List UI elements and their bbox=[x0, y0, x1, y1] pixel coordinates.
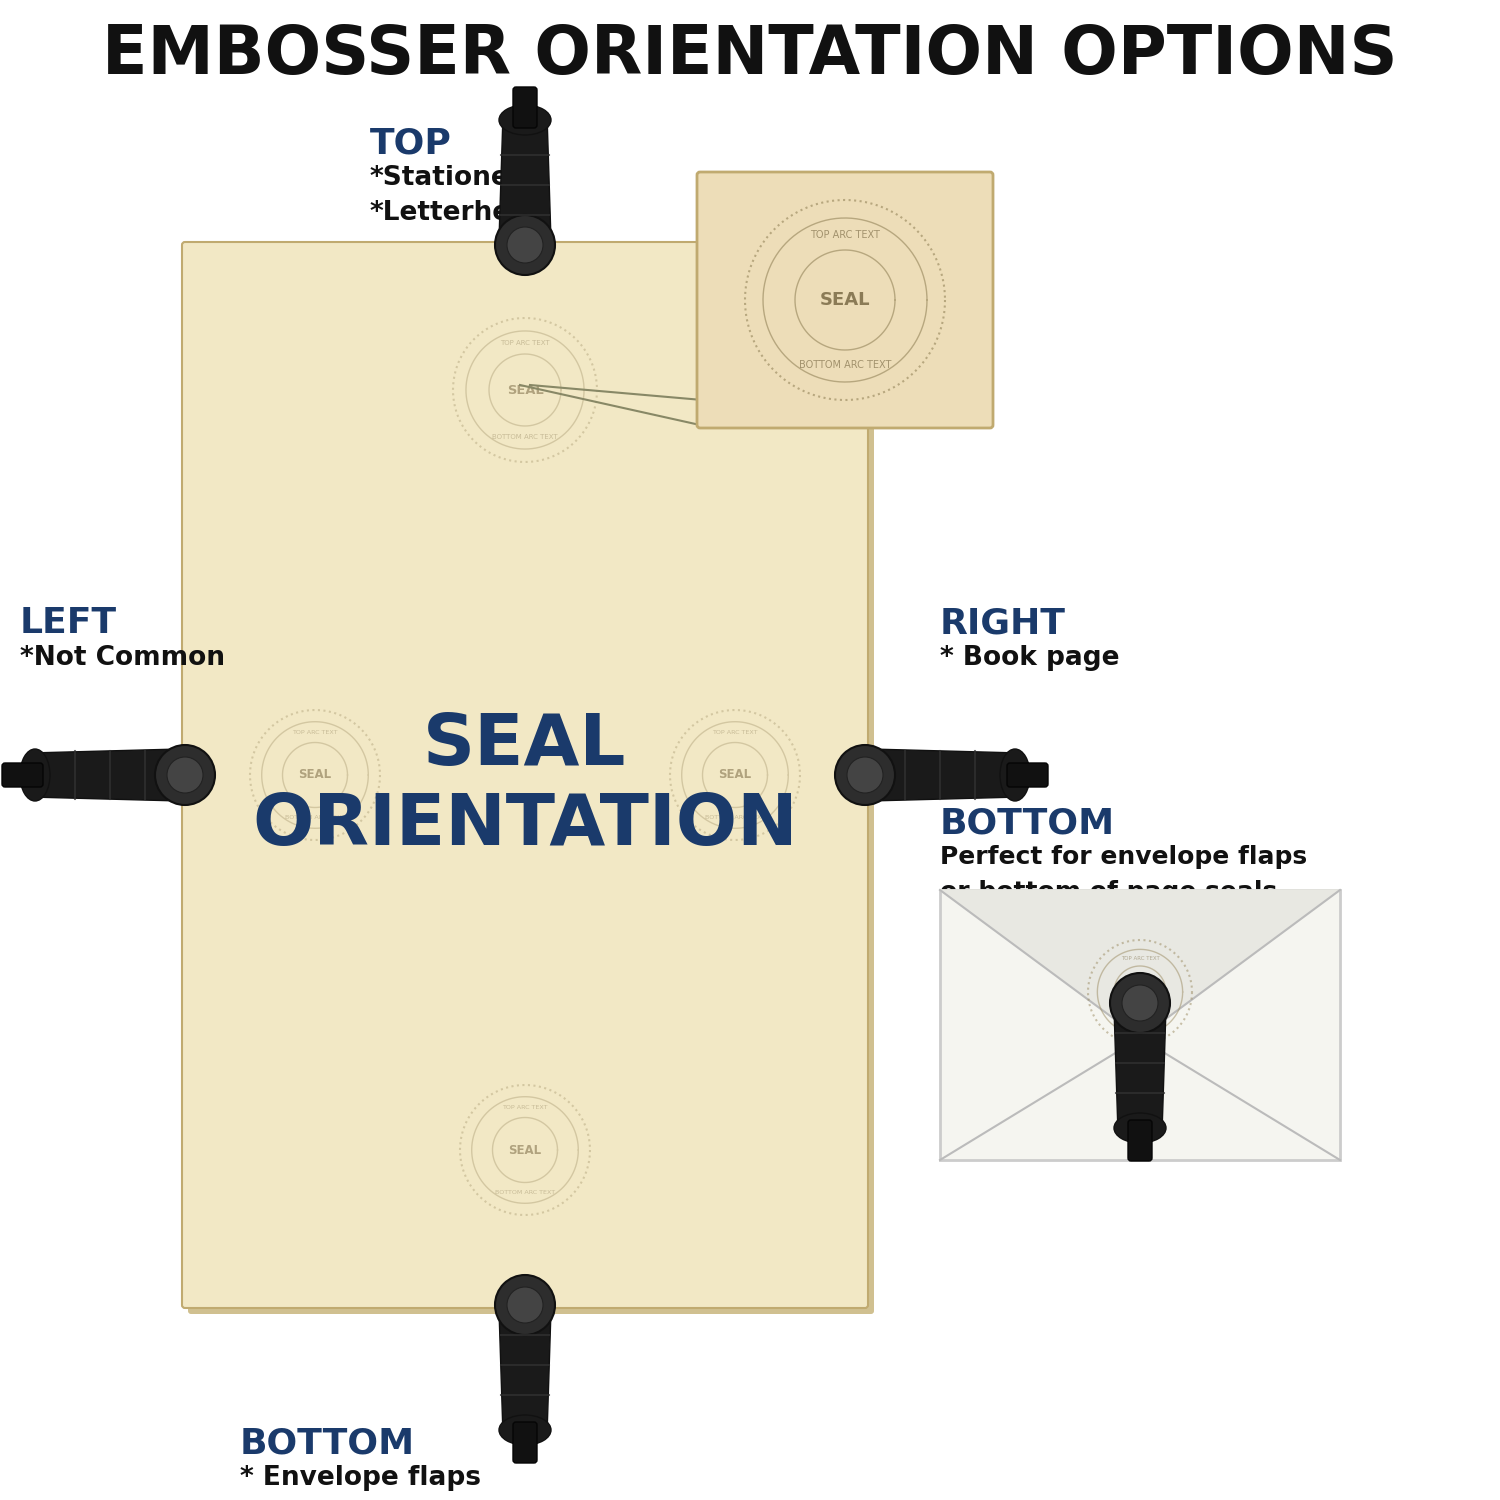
Circle shape bbox=[507, 226, 543, 262]
Circle shape bbox=[166, 758, 202, 794]
Text: ORIENTATION: ORIENTATION bbox=[252, 790, 798, 859]
Text: TOP: TOP bbox=[370, 126, 452, 160]
Text: SEAL: SEAL bbox=[298, 768, 332, 782]
Polygon shape bbox=[870, 748, 1020, 801]
Polygon shape bbox=[500, 116, 550, 240]
Circle shape bbox=[836, 746, 896, 806]
FancyBboxPatch shape bbox=[698, 172, 993, 428]
Text: BOTTOM ARC TEXT: BOTTOM ARC TEXT bbox=[705, 815, 765, 819]
Text: BOTTOM ARC TEXT: BOTTOM ARC TEXT bbox=[285, 815, 345, 819]
Text: EMBOSSER ORIENTATION OPTIONS: EMBOSSER ORIENTATION OPTIONS bbox=[102, 22, 1398, 88]
Circle shape bbox=[1122, 986, 1158, 1022]
Text: BOTTOM ARC TEXT: BOTTOM ARC TEXT bbox=[492, 433, 558, 439]
Text: *Not Common: *Not Common bbox=[20, 645, 225, 670]
Text: BOTTOM: BOTTOM bbox=[940, 806, 1114, 840]
Text: TOP ARC TEXT: TOP ARC TEXT bbox=[500, 340, 550, 346]
Text: SEAL: SEAL bbox=[819, 291, 870, 309]
Text: BOTTOM ARC TEXT: BOTTOM ARC TEXT bbox=[1114, 1023, 1166, 1029]
FancyBboxPatch shape bbox=[2, 764, 44, 788]
Polygon shape bbox=[500, 1310, 550, 1436]
Text: SEAL: SEAL bbox=[507, 384, 543, 396]
Circle shape bbox=[495, 1275, 555, 1335]
Circle shape bbox=[847, 758, 883, 794]
FancyBboxPatch shape bbox=[1007, 764, 1048, 788]
FancyBboxPatch shape bbox=[513, 87, 537, 128]
Text: RIGHT: RIGHT bbox=[940, 606, 1066, 640]
Text: TOP ARC TEXT: TOP ARC TEXT bbox=[292, 730, 338, 735]
Ellipse shape bbox=[500, 105, 550, 135]
Text: *Letterhead: *Letterhead bbox=[370, 200, 548, 226]
Ellipse shape bbox=[1114, 1113, 1166, 1143]
Polygon shape bbox=[1114, 1008, 1166, 1132]
FancyBboxPatch shape bbox=[182, 242, 868, 1308]
Text: BOTTOM ARC TEXT: BOTTOM ARC TEXT bbox=[800, 360, 891, 370]
Text: TOP ARC TEXT: TOP ARC TEXT bbox=[712, 730, 758, 735]
Text: SEAL: SEAL bbox=[509, 1143, 542, 1156]
Text: BOTTOM: BOTTOM bbox=[240, 1426, 416, 1460]
Circle shape bbox=[1110, 974, 1170, 1034]
Text: * Book page: * Book page bbox=[940, 645, 1119, 670]
Circle shape bbox=[154, 746, 214, 806]
Text: TOP ARC TEXT: TOP ARC TEXT bbox=[810, 230, 880, 240]
Ellipse shape bbox=[500, 1414, 550, 1444]
FancyBboxPatch shape bbox=[1128, 1120, 1152, 1161]
Polygon shape bbox=[940, 890, 1340, 1038]
Text: SEAL: SEAL bbox=[423, 711, 627, 780]
Text: TOP ARC TEXT: TOP ARC TEXT bbox=[503, 1106, 548, 1110]
Circle shape bbox=[507, 1287, 543, 1323]
Text: *Stationery: *Stationery bbox=[370, 165, 540, 190]
Ellipse shape bbox=[20, 748, 50, 801]
FancyBboxPatch shape bbox=[940, 890, 1340, 1160]
Ellipse shape bbox=[1000, 748, 1030, 801]
FancyBboxPatch shape bbox=[513, 1422, 537, 1462]
Text: BOTTOM ARC TEXT: BOTTOM ARC TEXT bbox=[495, 1190, 555, 1194]
Circle shape bbox=[495, 214, 555, 274]
Text: or bottom of page seals: or bottom of page seals bbox=[940, 880, 1276, 904]
Polygon shape bbox=[30, 748, 180, 801]
FancyBboxPatch shape bbox=[188, 248, 874, 1314]
Text: SEAL: SEAL bbox=[1126, 987, 1154, 996]
Text: TOP ARC TEXT: TOP ARC TEXT bbox=[1120, 956, 1160, 960]
Text: * Envelope flaps: * Envelope flaps bbox=[240, 1466, 482, 1491]
Text: SEAL: SEAL bbox=[718, 768, 752, 782]
Text: LEFT: LEFT bbox=[20, 606, 117, 640]
Text: Perfect for envelope flaps: Perfect for envelope flaps bbox=[940, 844, 1306, 868]
